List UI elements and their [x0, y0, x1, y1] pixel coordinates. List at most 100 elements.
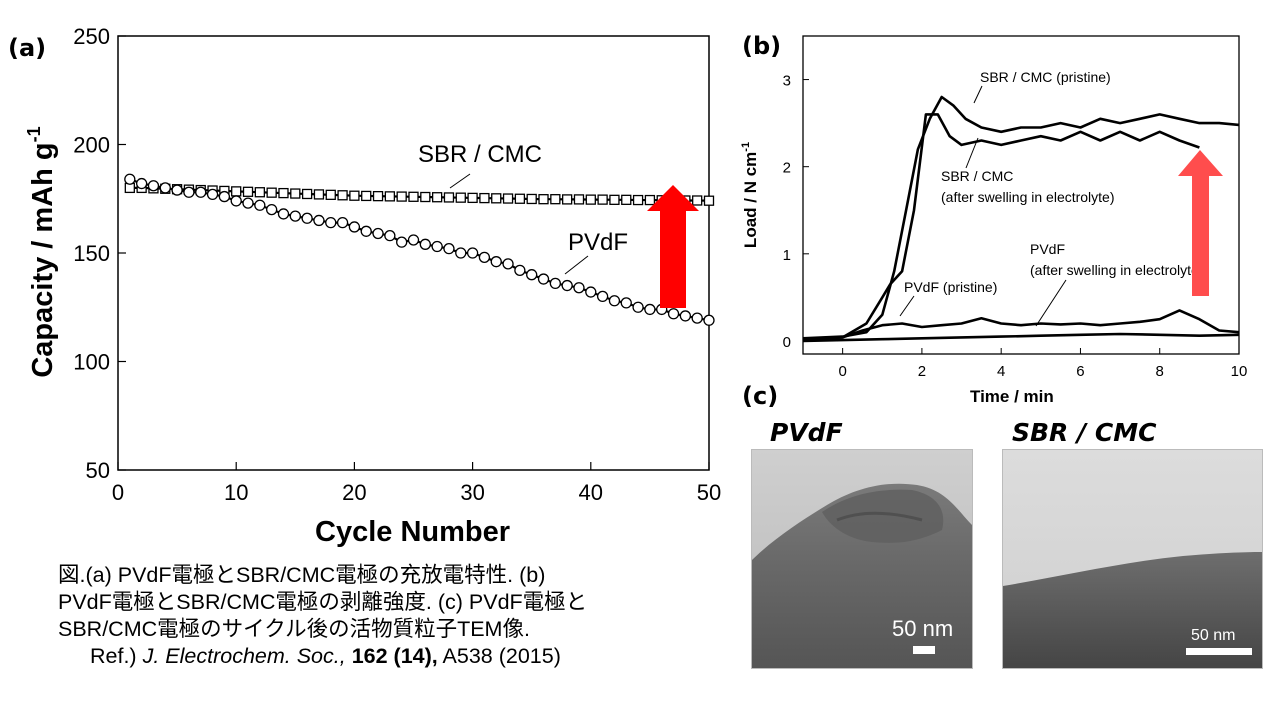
x-axis-label-a: Cycle Number — [315, 516, 510, 548]
data-point-pvdf — [254, 199, 266, 211]
data-point-pvdf — [313, 214, 325, 227]
improvement-arrow-a — [647, 185, 699, 308]
data-point-pvdf — [644, 303, 656, 316]
data-point-pvdf — [230, 195, 242, 207]
data-point-sbr-cmc — [361, 190, 372, 202]
sbr-annotation-leader — [449, 173, 471, 189]
data-point-sbr-cmc — [621, 194, 632, 205]
scale-label-right: 50 nm — [1191, 627, 1235, 644]
y-tick-label-b: 0 — [783, 334, 791, 351]
load-series-2 — [802, 309, 1240, 341]
x-tick-label-a: 20 — [342, 480, 366, 505]
load-series-1 — [802, 113, 1200, 341]
data-point-sbr-cmc — [585, 194, 596, 205]
data-point-sbr-cmc — [692, 195, 703, 206]
data-point-pvdf — [573, 282, 585, 294]
data-point-pvdf — [325, 216, 337, 229]
data-point-pvdf — [679, 310, 692, 322]
sbr-swell-label-1: SBR / CMC — [941, 168, 1013, 184]
y-axis-label-a: Capacity / mAh g-1 — [24, 126, 59, 377]
data-point-sbr-cmc — [597, 194, 608, 205]
x-tick-label-a: 40 — [579, 480, 603, 505]
tem-image-sbr-cmc: 50 nm — [1002, 449, 1263, 669]
data-point-pvdf — [443, 243, 455, 255]
data-point-sbr-cmc — [242, 186, 254, 197]
data-point-pvdf — [171, 184, 183, 196]
data-point-sbr-cmc — [491, 193, 502, 204]
y-axis-label-b: Load / N cm-1 — [740, 142, 760, 248]
data-point-sbr-cmc — [573, 194, 585, 205]
data-point-pvdf — [632, 301, 644, 313]
data-point-sbr-cmc — [550, 194, 561, 205]
pvdf-swell-label-2: (after swelling in electrolyte) — [1030, 262, 1204, 278]
panel-label-a: (a) — [8, 34, 47, 62]
data-point-pvdf — [561, 279, 573, 292]
data-point-pvdf — [183, 186, 195, 198]
pvdf-annotation-leader — [564, 255, 589, 275]
chart-b-frame — [802, 35, 1240, 355]
tem-left-title: PVdF — [770, 418, 843, 447]
data-point-sbr-cmc — [349, 190, 360, 201]
data-point-pvdf — [206, 188, 219, 201]
data-point-sbr-cmc — [632, 194, 644, 206]
data-point-sbr-cmc — [408, 191, 419, 202]
reference-prefix: Ref.) — [90, 644, 143, 668]
data-point-sbr-cmc — [514, 193, 526, 204]
caption-line-2: PVdF電極とSBR/CMC電極の剥離強度. (c) PVdF電極と — [58, 590, 588, 614]
data-point-pvdf — [124, 173, 136, 185]
y-tick-label-b: 2 — [783, 160, 791, 177]
improvement-arrow-b — [1178, 150, 1223, 296]
x-tick-label-a: 0 — [112, 480, 124, 505]
y-tick-label-b: 3 — [783, 73, 791, 90]
reference-page: A538 (2015) — [437, 644, 561, 668]
data-point-sbr-cmc — [372, 190, 384, 202]
data-point-sbr-cmc — [455, 192, 466, 203]
data-point-pvdf — [585, 286, 597, 298]
data-point-pvdf — [549, 277, 561, 290]
x-tick-label-b: 8 — [1156, 363, 1164, 380]
x-tick-label-b: 4 — [997, 363, 1005, 380]
data-point-pvdf — [691, 312, 703, 324]
data-point-pvdf — [478, 251, 491, 263]
tem-image-pvdf: 50 nm — [751, 449, 973, 669]
scale-bar-left — [913, 646, 935, 654]
x-tick-label-b: 2 — [918, 363, 926, 380]
data-point-sbr-cmc — [644, 194, 656, 206]
x-tick-label-a: 10 — [224, 480, 248, 505]
y-tick-label-a: 250 — [73, 24, 110, 49]
data-point-sbr-cmc — [325, 189, 336, 200]
scale-bar-right — [1186, 648, 1252, 655]
data-point-sbr-cmc — [254, 187, 265, 198]
y-tick-label-a: 100 — [73, 350, 110, 375]
data-point-pvdf — [336, 216, 349, 229]
x-tick-label-b: 0 — [838, 363, 846, 380]
data-point-pvdf — [608, 295, 621, 307]
data-point-pvdf — [466, 247, 479, 259]
reference: Ref.) J. Electrochem. Soc., 162 (14), A5… — [58, 643, 748, 670]
data-point-pvdf — [396, 236, 408, 248]
y-tick-label-b: 1 — [783, 247, 791, 264]
caption-line-1: 図.(a) PVdF電極とSBR/CMC電極の充放電特性. (b) — [58, 563, 546, 587]
y-tick-label-a: 50 — [86, 458, 110, 483]
data-point-sbr-cmc — [266, 187, 277, 198]
load-series-0 — [802, 95, 1240, 340]
load-chart: 0 2 4 6 8 10 0 1 2 3 SBR / CMC (pristine) SBR / C… — [740, 35, 1247, 406]
data-point-sbr-cmc — [431, 192, 443, 203]
data-point-pvdf — [135, 177, 148, 190]
data-point-sbr-cmc — [231, 186, 242, 197]
y-tick-label-a: 150 — [73, 241, 110, 266]
data-point-sbr-cmc — [337, 190, 348, 201]
data-point-pvdf — [266, 203, 278, 216]
data-point-pvdf — [242, 197, 254, 209]
caption-line-3: SBR/CMC電極のサイクル後の活物質粒子TEM像. — [58, 617, 530, 641]
data-point-pvdf — [526, 269, 538, 281]
pvdf-swell-label-1: PVdF — [1030, 241, 1065, 257]
data-point-pvdf — [147, 180, 160, 192]
reference-volume: 162 (14), — [345, 644, 438, 668]
data-point-sbr-cmc — [313, 189, 325, 200]
data-point-pvdf — [360, 225, 372, 237]
data-point-sbr-cmc — [384, 191, 396, 202]
figure-caption: 図.(a) PVdF電極とSBR/CMC電極の充放電特性. (b) PVdF電極… — [58, 562, 748, 670]
data-point-pvdf — [514, 264, 526, 277]
data-point-pvdf — [372, 227, 384, 240]
